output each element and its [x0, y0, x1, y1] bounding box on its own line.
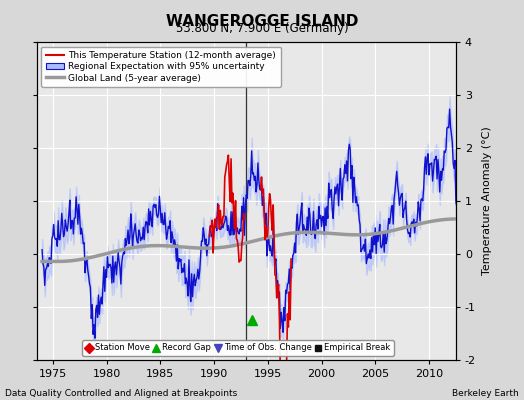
Text: Berkeley Earth: Berkeley Earth — [452, 389, 519, 398]
Text: Data Quality Controlled and Aligned at Breakpoints: Data Quality Controlled and Aligned at B… — [5, 389, 237, 398]
Text: WANGEROGGE ISLAND: WANGEROGGE ISLAND — [166, 14, 358, 29]
Text: 53.800 N, 7.900 E (Germany): 53.800 N, 7.900 E (Germany) — [176, 22, 348, 35]
Y-axis label: Temperature Anomaly (°C): Temperature Anomaly (°C) — [482, 127, 492, 275]
Legend: Station Move, Record Gap, Time of Obs. Change, Empirical Break: Station Move, Record Gap, Time of Obs. C… — [82, 340, 394, 356]
